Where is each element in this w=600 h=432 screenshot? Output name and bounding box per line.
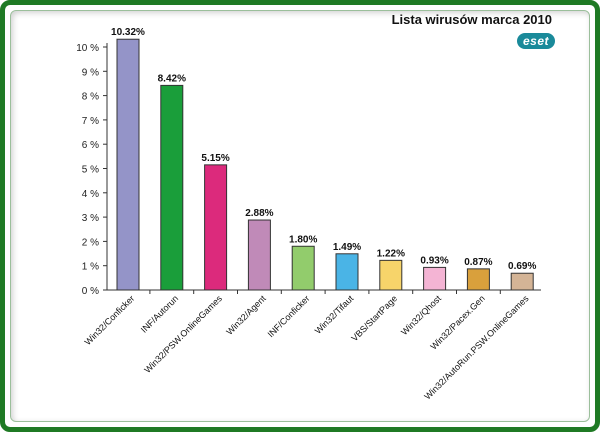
bar-value-label: 1.49%: [333, 242, 361, 253]
bar: [379, 259, 403, 291]
x-category-label: Win32/Conficker: [83, 293, 137, 347]
x-category-label: INF/Autorun: [139, 293, 180, 334]
chart-title: Lista wirusów marca 2010: [391, 12, 552, 27]
chart-frame-inner: [10, 10, 590, 422]
y-tick-label: 2 %: [82, 237, 99, 248]
y-tick-label: 4 %: [82, 189, 99, 200]
y-tick-label: 7 %: [82, 116, 99, 127]
bar-value-label: 0.69%: [508, 261, 536, 272]
bar: [335, 253, 359, 291]
x-category-label: Win32/Qhost: [399, 293, 443, 337]
y-tick-label: 3 %: [82, 213, 99, 224]
bar: [291, 245, 315, 291]
y-tick-label: 6 %: [82, 140, 99, 151]
y-tick-label: 0 %: [82, 286, 99, 297]
bar-value-label: 1.22%: [377, 248, 405, 259]
bar-value-label: 0.87%: [464, 257, 492, 268]
x-category-label: Win32/Agent: [224, 293, 268, 337]
bar: [247, 219, 271, 291]
x-category-label: INF/Conficker: [266, 293, 312, 339]
bar-value-label: 2.88%: [245, 208, 273, 219]
bar: [160, 84, 184, 291]
eset-logo: eset: [516, 33, 555, 49]
y-tick-label: 1 %: [82, 262, 99, 273]
bar: [510, 272, 534, 291]
x-category-label: Win32/PSW.OnlineGames: [142, 293, 224, 375]
y-tick-label: 8 %: [82, 92, 99, 103]
bar-value-label: 1.80%: [289, 234, 317, 245]
bar: [204, 164, 228, 291]
y-tick-label: 9 %: [82, 67, 99, 78]
bar-value-label: 0.93%: [420, 255, 448, 266]
bar-value-label: 8.42%: [158, 73, 186, 84]
x-category-label: Win32/Tifaut: [313, 293, 356, 336]
y-tick-label: 5 %: [82, 165, 99, 176]
x-category-label: VBS/StartPage: [349, 293, 399, 343]
bar-value-label: 5.15%: [201, 153, 229, 164]
y-tick-label: 10 %: [76, 43, 99, 54]
bar: [116, 38, 140, 291]
bar: [423, 266, 447, 291]
bar: [466, 268, 490, 291]
bar-value-label: 10.32%: [111, 27, 145, 38]
